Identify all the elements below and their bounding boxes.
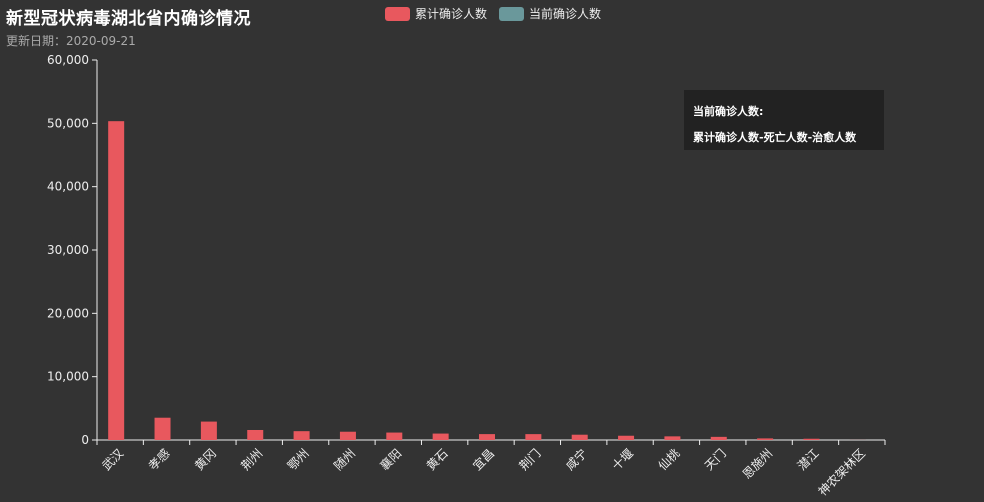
x-label-2: 黄冈 — [192, 446, 219, 473]
x-label-4: 鄂州 — [285, 446, 312, 473]
bar-0 — [108, 121, 125, 441]
bar-7 — [432, 433, 449, 440]
y-tick-label-6: 60,000 — [47, 53, 89, 67]
x-label-10: 咸宁 — [562, 446, 590, 474]
bar-5 — [339, 431, 356, 440]
bar-12 — [664, 436, 681, 440]
bar-14 — [757, 438, 774, 440]
y-tick-label-2: 20,000 — [47, 306, 89, 320]
y-tick-label-4: 40,000 — [47, 180, 89, 194]
bar-13 — [710, 436, 727, 440]
bar-10 — [571, 434, 588, 440]
tooltip-line-1: 当前确诊人数: — [693, 105, 764, 118]
y-tick-label-1: 10,000 — [47, 370, 89, 384]
legend-label-cumulative: 累计确诊人数 — [415, 7, 488, 21]
bar-3 — [247, 429, 264, 440]
legend: 累计确诊人数 当前确诊人数 — [385, 5, 601, 22]
chart-title: 新型冠状病毒湖北省内确诊情况 — [6, 9, 251, 29]
bar-15 — [803, 438, 820, 440]
y-tick-label-0: 0 — [81, 433, 89, 447]
bar-6 — [386, 432, 403, 440]
y-tick-label-3: 30,000 — [47, 243, 89, 257]
bar-1 — [154, 417, 171, 440]
bar-9 — [525, 434, 542, 440]
legend-item-current[interactable]: 当前确诊人数 — [499, 5, 601, 22]
bar-11 — [618, 435, 635, 440]
x-label-16: 神农架林区 — [816, 446, 868, 498]
bar-8 — [479, 434, 495, 440]
tooltip: 当前确诊人数: 累计确诊人数-死亡人数-治愈人数 — [684, 90, 884, 150]
bar-4 — [293, 431, 310, 440]
legend-item-cumulative[interactable]: 累计确诊人数 — [385, 5, 487, 22]
legend-swatch-cumulative — [385, 6, 410, 21]
x-label-9: 荆门 — [516, 446, 544, 474]
x-label-13: 天门 — [701, 446, 729, 474]
x-label-14: 恩施州 — [740, 446, 775, 481]
chart-subtitle: 更新日期：2020-09-21 — [6, 34, 136, 48]
x-label-6: 襄阳 — [377, 446, 405, 474]
legend-label-current: 当前确诊人数 — [529, 7, 602, 21]
x-label-11: 十堰 — [609, 446, 636, 473]
x-label-5: 随州 — [330, 446, 358, 474]
tooltip-line-2: 累计确诊人数-死亡人数-治愈人数 — [693, 131, 857, 144]
x-label-8: 宜昌 — [470, 446, 498, 474]
bar-2 — [200, 421, 217, 440]
x-label-15: 潜江 — [795, 446, 822, 473]
x-label-1: 孝感 — [145, 446, 173, 474]
x-label-0: 武汉 — [99, 446, 126, 473]
x-label-7: 黄石 — [424, 446, 451, 473]
y-tick-label-5: 50,000 — [47, 116, 89, 130]
x-label-3: 荆州 — [238, 446, 265, 473]
legend-swatch-current — [499, 6, 525, 21]
x-label-12: 仙桃 — [655, 446, 683, 474]
